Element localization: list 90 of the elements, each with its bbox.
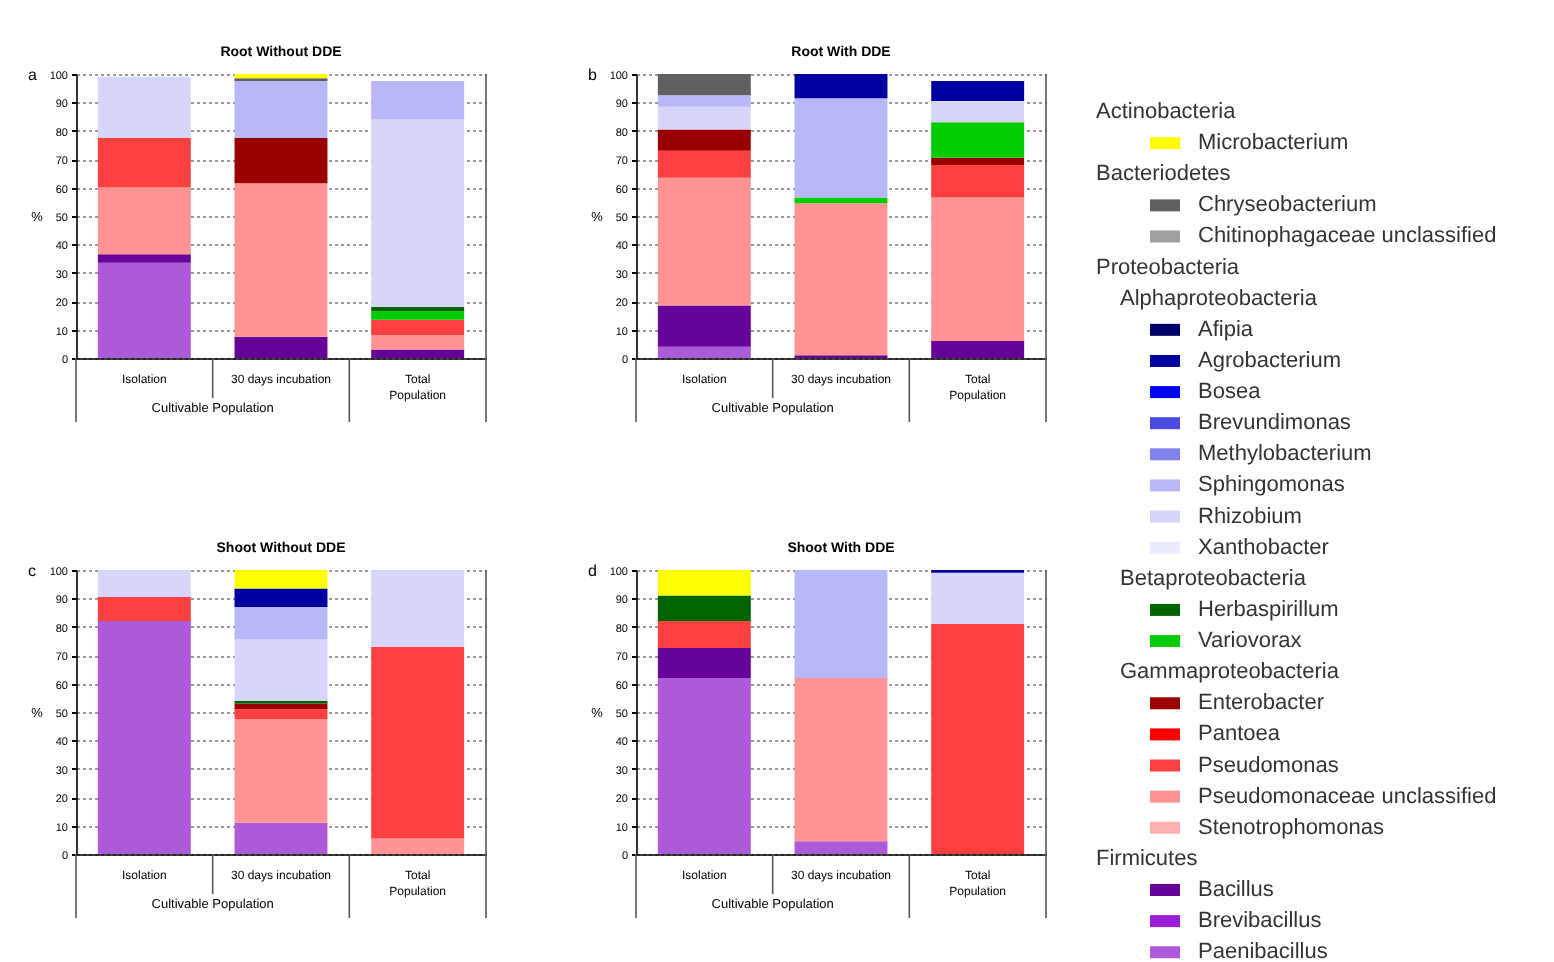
bar: [931, 100, 1025, 123]
bar: [97, 570, 191, 597]
bar: [371, 838, 465, 854]
bar: [657, 621, 751, 649]
bar: [931, 157, 1025, 165]
text: b: [588, 66, 598, 84]
text: a: [28, 66, 38, 84]
text: c: [28, 562, 36, 580]
legend-label: Methylobacterium: [1198, 442, 1372, 467]
text: Alphaproteobacteria: [1120, 286, 1319, 311]
bar: [97, 254, 191, 263]
bar: [234, 588, 328, 607]
legend-label: Pseudomonaceae unclassified: [1198, 784, 1497, 809]
bar: [97, 621, 191, 854]
bar: [794, 98, 888, 198]
bar: [931, 81, 1025, 101]
bar: [794, 677, 888, 842]
bar: [97, 137, 191, 188]
legend-label: Brevibacillus: [1198, 909, 1323, 934]
legend-label: Paenibacillus: [1198, 940, 1329, 962]
bar: [234, 703, 328, 710]
bar: [234, 81, 328, 138]
bar: [234, 709, 328, 720]
bar: [371, 81, 465, 120]
bar: [234, 336, 328, 358]
legend-label: Brevundimonas: [1198, 411, 1352, 436]
text: Proteobacteria: [1096, 255, 1241, 280]
bar: [97, 76, 191, 138]
legend-label: Pantoea: [1198, 722, 1282, 747]
bar: [657, 150, 751, 178]
text: Gammaproteobacteria: [1120, 660, 1341, 685]
bar: [234, 183, 328, 337]
bar: [657, 346, 751, 358]
legend-label: Stenotrophomonas: [1198, 815, 1385, 840]
bar: [234, 570, 328, 589]
legend-label: Bacillus: [1198, 878, 1275, 902]
bar: [97, 262, 191, 358]
text: Actinobacteria: [1096, 100, 1238, 124]
bar: [657, 106, 751, 130]
bar: [931, 164, 1025, 198]
bar: [371, 570, 465, 647]
bar: [657, 177, 751, 306]
bar: [657, 570, 751, 596]
bar: [97, 596, 191, 622]
bar: [657, 595, 751, 622]
legend-label: Pseudomonas: [1198, 753, 1340, 778]
legend-label: Sphingomonas: [1198, 473, 1346, 498]
bar: [931, 197, 1025, 341]
bar: [794, 570, 888, 678]
legend-label: Microbacterium: [1198, 131, 1349, 156]
bar: [931, 340, 1025, 358]
bar: [97, 187, 191, 255]
legend-label: Afipia: [1198, 317, 1255, 342]
bar: [794, 841, 888, 854]
bar: [931, 623, 1025, 854]
bar: [234, 137, 328, 184]
bar: [371, 319, 465, 336]
bar: [794, 74, 888, 99]
bar: [371, 119, 465, 307]
text: Bacteriodetes: [1096, 162, 1232, 187]
bar: [371, 306, 465, 312]
bar: [657, 74, 751, 96]
legend-label: Xanthobacter: [1198, 535, 1330, 560]
bar: [657, 95, 751, 107]
bar: [657, 677, 751, 854]
legend-label: Variovorax: [1198, 629, 1303, 654]
legend-label: Agrobacterium: [1198, 348, 1342, 373]
legend-label: Rhizobium: [1198, 504, 1302, 529]
bar: [794, 203, 888, 356]
bar: [657, 648, 751, 678]
bar: [371, 646, 465, 839]
legend-label: Enterobacter: [1198, 691, 1325, 716]
bar: [234, 606, 328, 640]
bar: [234, 639, 328, 701]
bar: [234, 822, 328, 854]
bar: [931, 572, 1025, 624]
legend-label: Chitinophagaceae unclassified: [1198, 224, 1497, 249]
text: Betaproteobacteria: [1120, 566, 1308, 591]
text: d: [588, 562, 597, 580]
text: Firmicutes: [1096, 846, 1199, 871]
bar: [371, 335, 465, 350]
bar: [931, 122, 1025, 158]
bar: [657, 129, 751, 151]
bar: [234, 719, 328, 823]
bar: [657, 305, 751, 347]
legend-label: Chryseobacterium: [1198, 193, 1377, 218]
bar: [371, 349, 465, 358]
legend-label: Herbaspirillum: [1198, 597, 1339, 622]
bar: [371, 311, 465, 320]
legend-label: Bosea: [1198, 380, 1263, 405]
